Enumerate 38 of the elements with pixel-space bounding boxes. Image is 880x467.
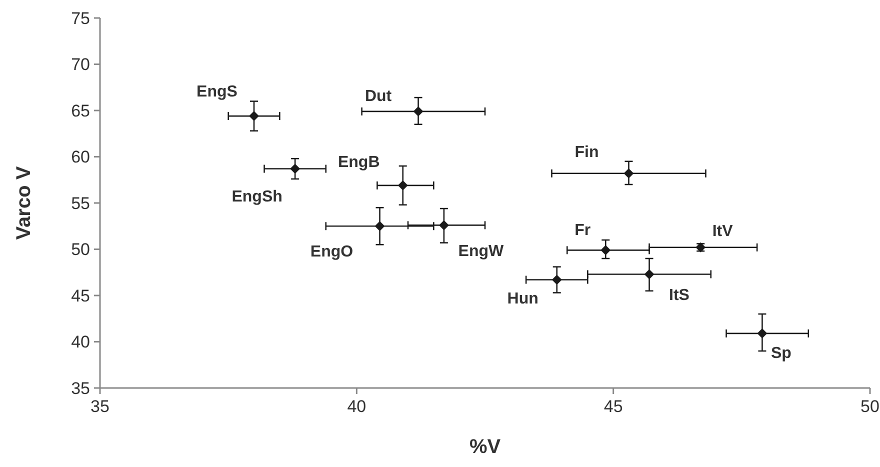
annotation: Dut — [364, 88, 392, 106]
y-tick-label: 70 — [71, 55, 90, 74]
point — [290, 164, 300, 174]
y-axis-title: Varco V — [13, 166, 35, 240]
annotation: EngS — [196, 84, 238, 101]
x-tick-label: 50 — [860, 397, 880, 416]
y-tick-label: 50 — [71, 240, 90, 260]
point — [624, 168, 634, 178]
point — [644, 269, 654, 280]
annotation: Sp — [770, 345, 792, 362]
y-tick-label: 75 — [71, 8, 90, 28]
point — [552, 274, 562, 285]
y-tick-label: 45 — [71, 286, 90, 306]
annotation: ItV — [712, 223, 734, 240]
point — [249, 111, 259, 122]
annotation: EngO — [310, 244, 354, 261]
y-tick-label: 60 — [71, 148, 90, 167]
annotation: EngW — [458, 242, 504, 260]
annotation: Fin — [574, 144, 599, 161]
point — [757, 328, 768, 338]
y-tick-label: 35 — [71, 378, 90, 398]
annotation: EngB — [338, 154, 380, 172]
x-axis-title: %V — [469, 436, 502, 458]
point — [413, 106, 424, 116]
x-tick-label: 35 — [90, 397, 110, 416]
annotation: Hun — [507, 290, 538, 308]
point — [438, 220, 449, 230]
y-tick-label: 65 — [71, 101, 90, 120]
annotation: ItS — [669, 286, 690, 304]
x-tick-label: 40 — [347, 397, 366, 416]
point — [600, 245, 611, 256]
y-tick-label: 55 — [71, 194, 90, 213]
annotation: Fr — [574, 222, 591, 239]
point — [398, 180, 408, 190]
annotation: EngSh — [232, 188, 282, 206]
point — [374, 221, 385, 232]
y-tick-label: 40 — [71, 332, 90, 352]
x-tick-label: 45 — [604, 397, 623, 416]
